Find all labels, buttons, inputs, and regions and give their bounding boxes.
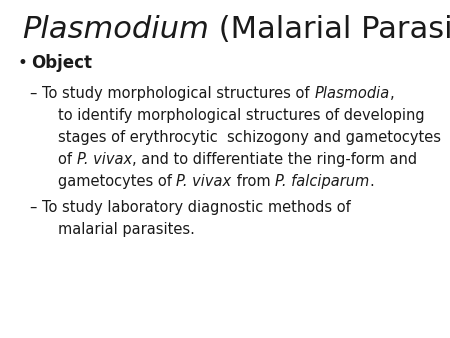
Text: , and to differentiate the ring-form and: , and to differentiate the ring-form and (132, 152, 417, 167)
Text: Plasmodium: Plasmodium (22, 15, 209, 44)
Text: to identify morphological structures of developing: to identify morphological structures of … (58, 108, 425, 123)
Text: P. vivax: P. vivax (176, 174, 232, 189)
Text: P. vivax: P. vivax (76, 152, 132, 167)
Text: – To study laboratory diagnostic methods of: – To study laboratory diagnostic methods… (30, 200, 351, 215)
Text: •: • (18, 54, 28, 72)
Text: of: of (58, 152, 76, 167)
Text: malarial parasites.: malarial parasites. (58, 222, 195, 237)
Text: gametocytes of: gametocytes of (58, 174, 176, 189)
Text: from: from (232, 174, 275, 189)
Text: Plasmodia: Plasmodia (314, 86, 389, 101)
Text: .: . (369, 174, 374, 189)
Text: P. falciparum: P. falciparum (275, 174, 369, 189)
Text: ,: , (389, 86, 394, 101)
Text: – To study morphological structures of: – To study morphological structures of (30, 86, 314, 101)
Text: Object: Object (31, 54, 92, 72)
Text: stages of erythrocytic  schizogony and gametocytes: stages of erythrocytic schizogony and ga… (58, 130, 441, 145)
Text: (Malarial Parasite): (Malarial Parasite) (209, 15, 450, 44)
